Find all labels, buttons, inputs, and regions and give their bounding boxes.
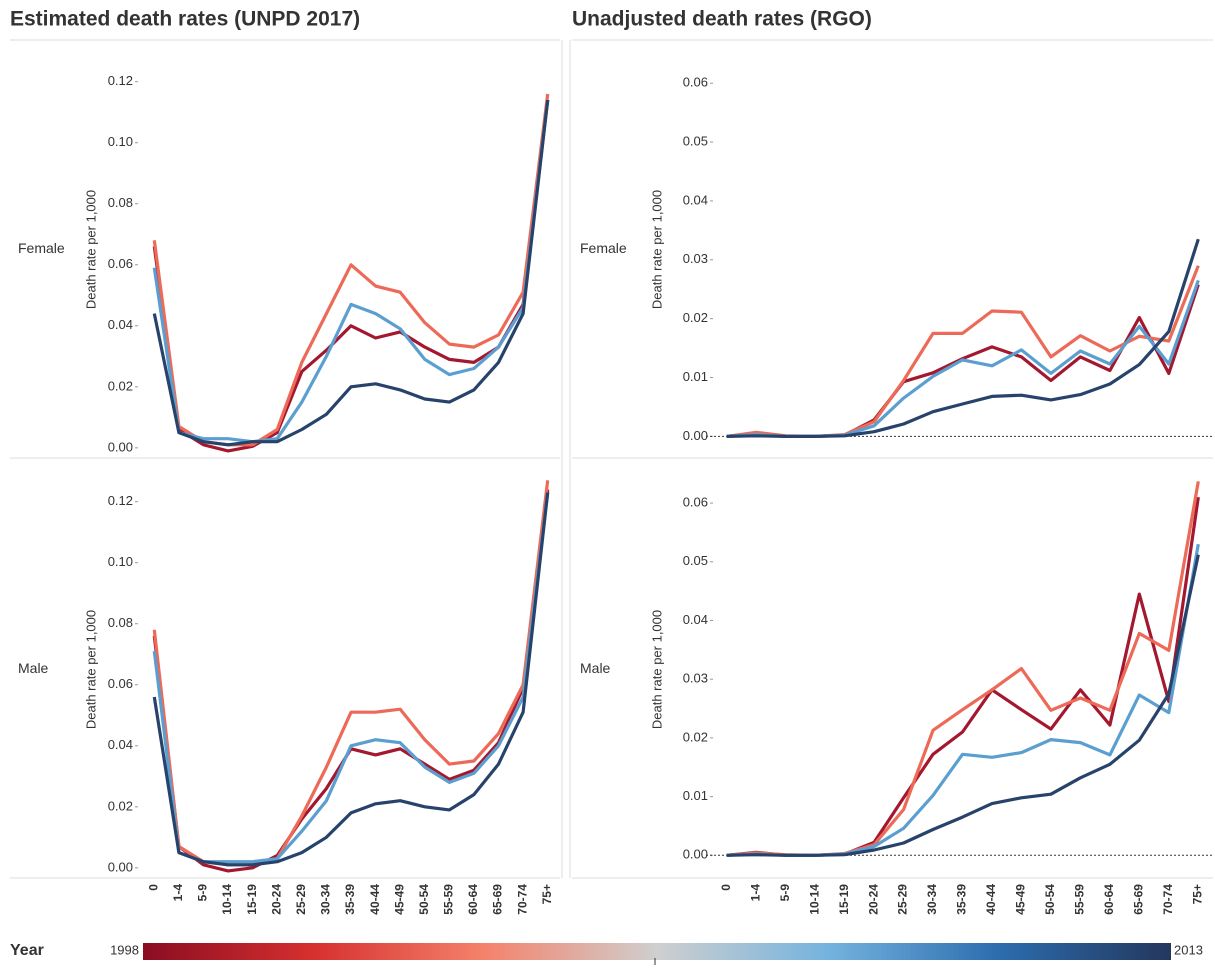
y-tick-label: 0.12 bbox=[108, 73, 133, 88]
x-tick-label: 65-69 bbox=[491, 884, 505, 915]
line bbox=[726, 238, 1200, 438]
row-label: Male bbox=[18, 660, 49, 676]
x-tick-label: 40-44 bbox=[984, 884, 998, 915]
x-tick-label: 60-64 bbox=[1102, 884, 1116, 915]
y-tick-label: 0.02 bbox=[683, 729, 708, 744]
legend-title: Year bbox=[10, 942, 44, 959]
panel-title: Estimated death rates (UNPD 2017) bbox=[10, 8, 360, 31]
x-tick-label: 5-9 bbox=[778, 884, 792, 902]
x-tick-label: 50-54 bbox=[417, 884, 431, 915]
x-tick-label: 20-24 bbox=[269, 884, 283, 915]
x-tick-label: 25-29 bbox=[896, 884, 910, 915]
y-axis-label: Death rate per 1,000 bbox=[83, 190, 98, 309]
x-tick-label: 1-4 bbox=[171, 884, 185, 902]
y-tick-label: 0.12 bbox=[108, 493, 133, 508]
x-tick-label: 35-39 bbox=[343, 884, 357, 915]
x-tick-label: 0 bbox=[719, 884, 733, 891]
y-tick-label: 0.10 bbox=[108, 134, 133, 149]
y-tick-label: 0.08 bbox=[108, 615, 133, 630]
x-tick-label: 55-59 bbox=[442, 884, 456, 915]
y-tick-label: 0.04 bbox=[108, 737, 133, 752]
y-axis-label: Death rate per 1,000 bbox=[83, 610, 98, 729]
y-tick-label: 0.02 bbox=[108, 798, 133, 813]
y-axis-label: Death rate per 1,000 bbox=[649, 610, 664, 729]
line bbox=[726, 543, 1200, 857]
y-tick-label: 0.06 bbox=[683, 495, 708, 510]
y-tick-label: 0.05 bbox=[683, 134, 708, 149]
y-tick-label: 0.04 bbox=[683, 192, 708, 207]
legend-gradient bbox=[143, 943, 1171, 960]
x-tick-label: 55-59 bbox=[1073, 884, 1087, 915]
x-tick-label: 10-14 bbox=[807, 884, 821, 915]
line bbox=[152, 492, 550, 864]
y-tick-label: 0.06 bbox=[683, 75, 708, 90]
x-tick-label: 35-39 bbox=[955, 884, 969, 915]
y-axis-label: Death rate per 1,000 bbox=[649, 190, 664, 309]
legend-min: 1998 bbox=[110, 942, 139, 957]
x-tick-label: 50-54 bbox=[1043, 884, 1057, 915]
y-tick-label: 0.02 bbox=[683, 310, 708, 325]
line bbox=[152, 99, 550, 447]
line bbox=[152, 492, 550, 867]
y-tick-label: 0.00 bbox=[683, 847, 708, 862]
x-tick-label: 45-49 bbox=[392, 884, 406, 915]
y-tick-label: 0.06 bbox=[108, 256, 133, 271]
line bbox=[726, 265, 1200, 438]
x-tick-label: 1-4 bbox=[748, 884, 762, 902]
x-tick-label: 0 bbox=[146, 884, 160, 891]
x-tick-label: 40-44 bbox=[368, 884, 382, 915]
y-tick-label: 0.01 bbox=[683, 369, 708, 384]
y-tick-label: 0.03 bbox=[683, 671, 708, 686]
y-tick-label: 0.02 bbox=[108, 378, 133, 393]
x-tick-label: 75+ bbox=[540, 884, 554, 904]
line bbox=[152, 93, 550, 447]
line bbox=[726, 496, 1200, 857]
row-label: Male bbox=[580, 660, 611, 676]
y-tick-label: 0.10 bbox=[108, 554, 133, 569]
x-tick-label: 75+ bbox=[1190, 884, 1204, 904]
line bbox=[726, 481, 1200, 857]
y-tick-label: 0.03 bbox=[683, 251, 708, 266]
row-label: Female bbox=[18, 240, 65, 256]
y-tick-label: 0.04 bbox=[108, 317, 133, 332]
y-tick-label: 0.00 bbox=[683, 428, 708, 443]
x-tick-label: 10-14 bbox=[220, 884, 234, 915]
line bbox=[726, 279, 1200, 438]
x-tick-label: 20-24 bbox=[866, 884, 880, 915]
line bbox=[152, 99, 550, 444]
y-tick-label: 0.00 bbox=[108, 439, 133, 454]
line bbox=[152, 480, 550, 867]
x-tick-label: 65-69 bbox=[1131, 884, 1145, 915]
x-tick-label: 70-74 bbox=[515, 884, 529, 915]
y-tick-label: 0.01 bbox=[683, 788, 708, 803]
x-tick-label: 15-19 bbox=[837, 884, 851, 915]
y-tick-label: 0.08 bbox=[108, 195, 133, 210]
line bbox=[152, 99, 550, 453]
row-label: Female bbox=[580, 240, 627, 256]
x-tick-label: 45-49 bbox=[1014, 884, 1028, 915]
legend-max: 2013 bbox=[1174, 942, 1203, 957]
x-tick-label: 60-64 bbox=[466, 884, 480, 915]
y-tick-label: 0.05 bbox=[683, 553, 708, 568]
panel-title: Unadjusted death rates (RGO) bbox=[572, 8, 872, 31]
line bbox=[726, 554, 1200, 857]
x-tick-label: 70-74 bbox=[1161, 884, 1175, 915]
y-tick-label: 0.00 bbox=[108, 859, 133, 874]
y-tick-label: 0.06 bbox=[108, 676, 133, 691]
x-tick-label: 30-34 bbox=[925, 884, 939, 915]
x-tick-label: 25-29 bbox=[294, 884, 308, 915]
y-tick-label: 0.04 bbox=[683, 612, 708, 627]
x-tick-label: 15-19 bbox=[245, 884, 259, 915]
x-tick-label: 30-34 bbox=[319, 884, 333, 915]
x-tick-label: 5-9 bbox=[196, 884, 210, 902]
